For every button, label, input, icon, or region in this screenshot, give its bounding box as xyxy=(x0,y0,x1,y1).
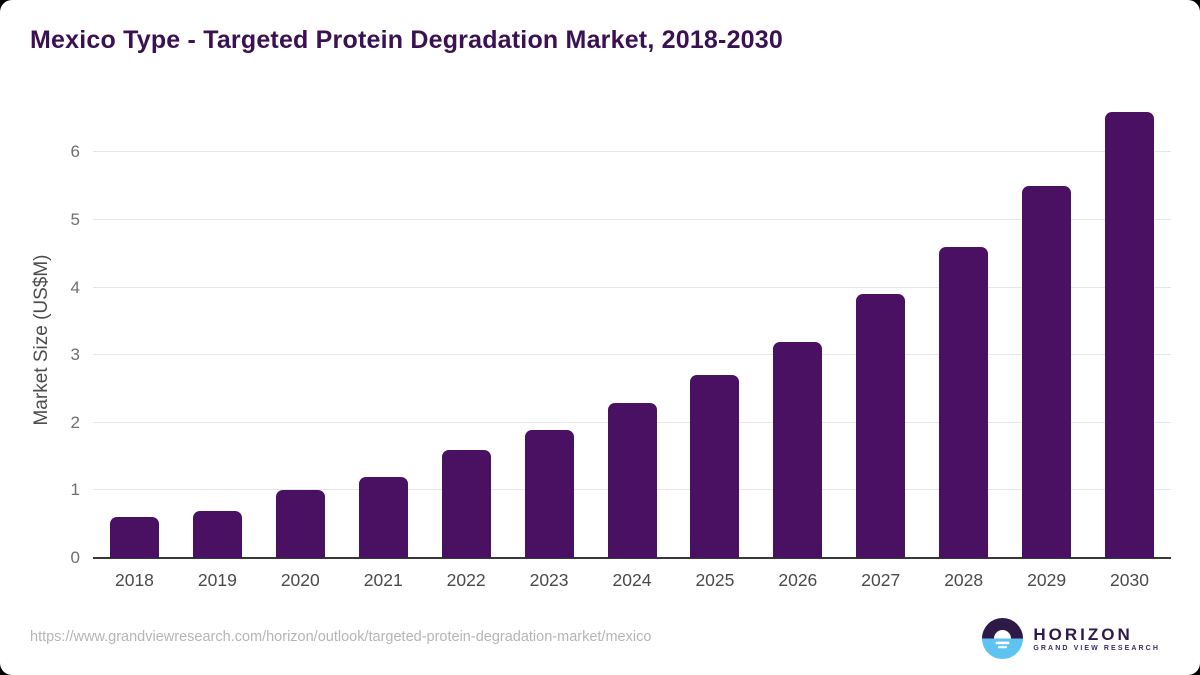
bar-2030 xyxy=(1105,111,1155,558)
bar-2019 xyxy=(192,510,242,558)
y-tick-label: 6 xyxy=(70,142,80,162)
y-tick-label: 3 xyxy=(70,345,80,365)
x-tick-label-2029: 2029 xyxy=(1027,570,1067,590)
x-tick-label-2028: 2028 xyxy=(944,570,984,590)
y-tick-label: 1 xyxy=(70,480,80,500)
horizon-logo: HORIZON GRAND VIEW RESEARCH xyxy=(982,618,1160,659)
bar-2029 xyxy=(1022,186,1072,558)
x-tick-label-2025: 2025 xyxy=(695,570,735,590)
bar-2022 xyxy=(441,449,491,558)
y-tick-label: 2 xyxy=(70,412,80,432)
x-tick-label-2018: 2018 xyxy=(114,570,154,590)
gridline xyxy=(93,354,1171,356)
x-tick-label-2021: 2021 xyxy=(363,570,403,590)
source-url: https://www.grandviewresearch.com/horizo… xyxy=(30,629,652,645)
bar-2021 xyxy=(358,476,408,558)
sun-horizon-icon xyxy=(982,618,1024,659)
x-tick-label-2026: 2026 xyxy=(778,570,818,590)
plot-area xyxy=(93,0,1171,559)
x-tick-label-2030: 2030 xyxy=(1110,570,1149,590)
bar-2026 xyxy=(773,341,823,558)
bar-2024 xyxy=(607,402,657,558)
x-tick-label-2022: 2022 xyxy=(446,570,486,590)
gridline xyxy=(93,286,1171,288)
bar-2018 xyxy=(109,517,159,558)
x-tick-label-2024: 2024 xyxy=(612,570,652,590)
x-axis-line xyxy=(93,557,1171,559)
x-tick-label-2023: 2023 xyxy=(529,570,569,590)
y-tick-label: 4 xyxy=(70,277,80,297)
gridline xyxy=(93,151,1171,153)
x-tick-label-2020: 2020 xyxy=(280,570,320,590)
bar-2025 xyxy=(690,375,740,558)
page-title: Mexico Type - Targeted Protein Degradati… xyxy=(30,26,783,54)
bar-2020 xyxy=(275,490,325,558)
logo-text: HORIZON GRAND VIEW RESEARCH xyxy=(1033,625,1160,653)
gridline xyxy=(93,219,1171,220)
x-tick-label-2027: 2027 xyxy=(861,570,901,590)
logo-tagline-text: GRAND VIEW RESEARCH xyxy=(1033,644,1160,652)
logo-brand-text: HORIZON xyxy=(1033,624,1133,644)
y-tick-label: 0 xyxy=(70,548,80,567)
bar-2028 xyxy=(939,247,989,558)
bar-2027 xyxy=(856,294,906,558)
y-tick-label: 5 xyxy=(70,210,80,229)
bar-2023 xyxy=(524,429,574,558)
x-tick-label-2019: 2019 xyxy=(197,570,237,590)
